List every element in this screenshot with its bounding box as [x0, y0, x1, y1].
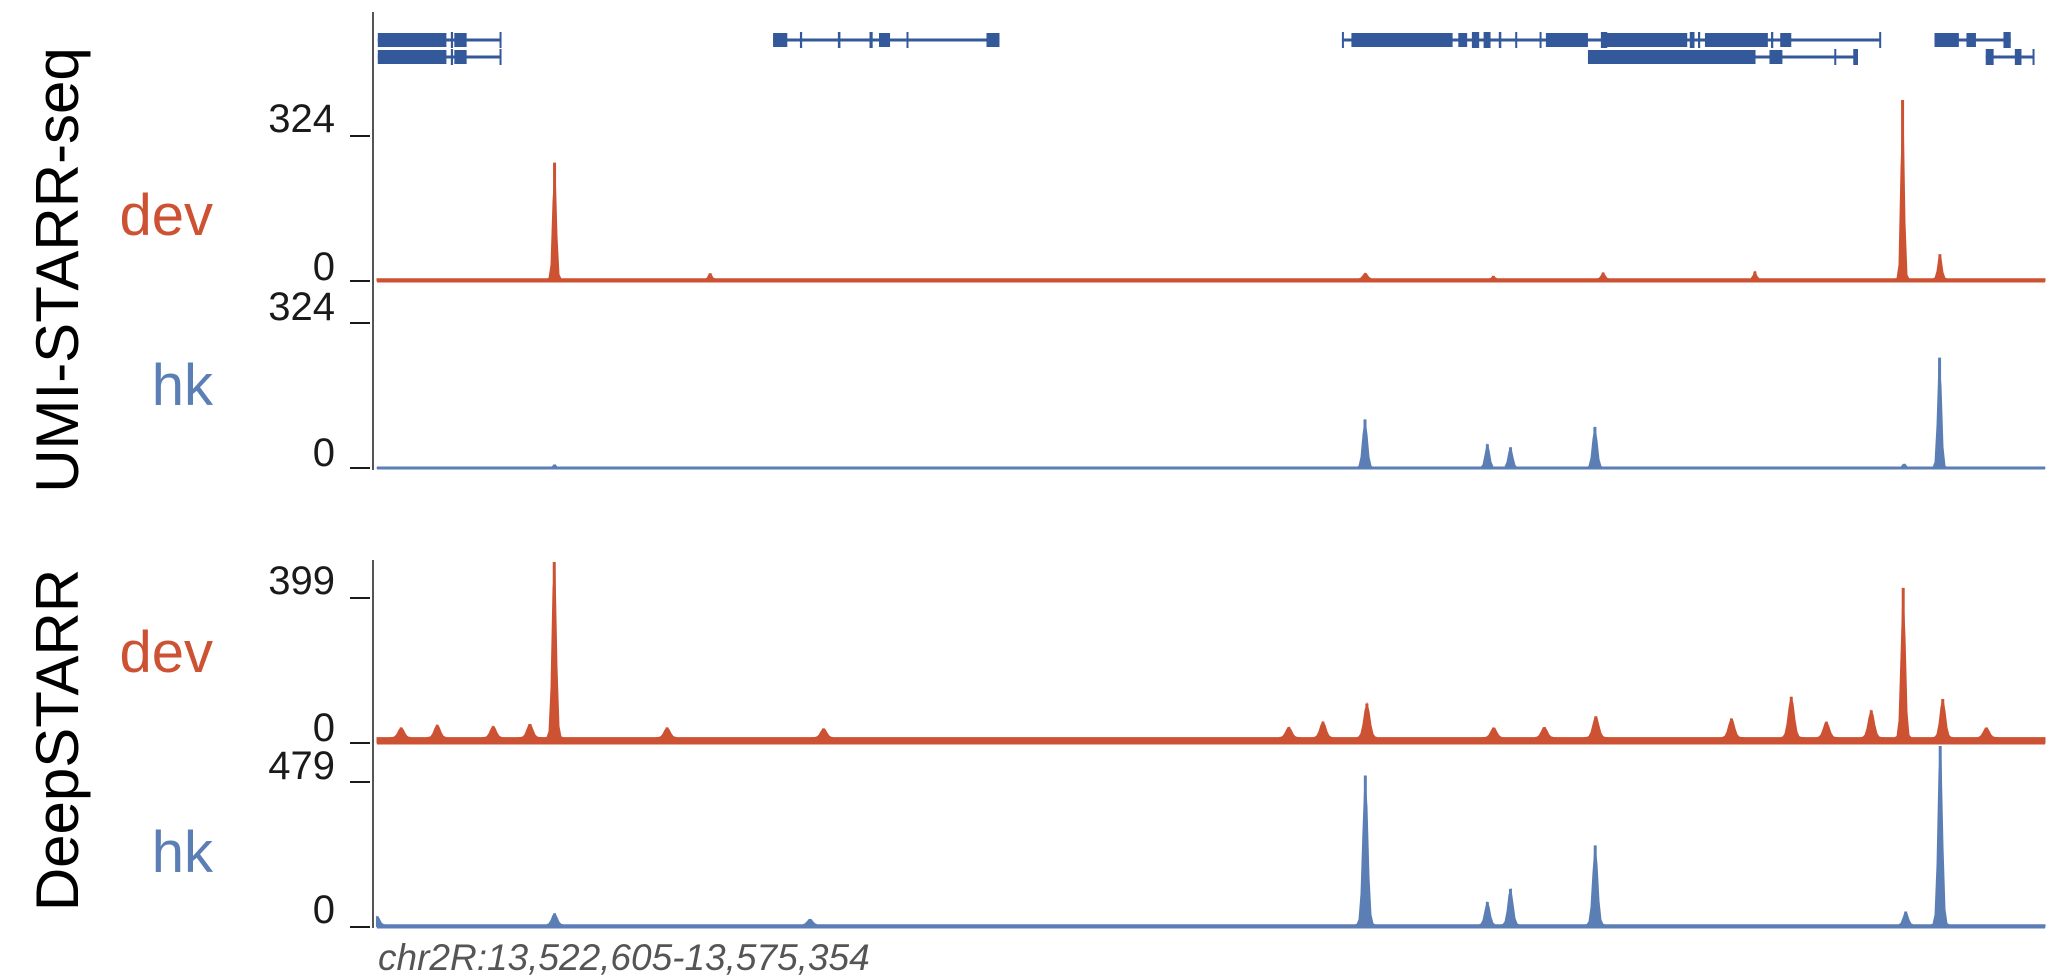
gene-exon-3-1 [1351, 33, 1453, 47]
gene-exon-1-1 [450, 49, 454, 65]
gene-model-0 [377, 32, 502, 48]
group-label-umi-starr-seq-text: UMI-STARR-seq [24, 47, 91, 493]
group-label-deepstarr: DeepSTARR [24, 569, 91, 911]
ymax-label-deepstarr-dev: 399 [268, 559, 335, 603]
group-label-deepstarr-text: DeepSTARR [24, 569, 91, 911]
gene-exon-1-2 [454, 50, 467, 64]
gene-exon-0-2 [454, 33, 467, 47]
gene-exon-5-2 [1697, 32, 1701, 48]
signal-area-3 [376, 755, 2046, 928]
signal-track-deepstarr-dev [376, 562, 2046, 745]
gene-model-1 [377, 49, 502, 65]
gene-exon-6-1 [1966, 33, 1976, 47]
group-label-umi-starr-seq: UMI-STARR-seq [24, 47, 91, 493]
gene-exon-4-2 [1834, 49, 1837, 65]
gene-exon-3-8 [1545, 33, 1588, 47]
gene-exon-4-3 [1853, 49, 1858, 65]
ymin-label-deepstarr-hk: 0 [313, 888, 335, 932]
gene-exon-0-3 [499, 32, 502, 48]
gene-exon-1-3 [499, 49, 502, 65]
signal-area-1 [376, 362, 2046, 469]
ymax-label-umi-hk: 324 [268, 285, 335, 329]
gene-exon-3-0 [1341, 32, 1344, 48]
gene-exon-3-2 [1458, 33, 1468, 47]
signal-area-0 [376, 104, 2046, 282]
gene-exon-5-6 [1879, 32, 1882, 48]
track-label-deepstarr-dev: dev [119, 620, 213, 685]
gene-exon-3-7 [1539, 32, 1542, 48]
gene-exon-2-0 [773, 33, 788, 47]
gene-exon-1-0 [377, 50, 447, 64]
gene-model-5 [1601, 32, 1882, 48]
gene-exon-5-4 [1771, 32, 1774, 48]
signal-track-deepstarr-hk [375, 746, 2046, 929]
gene-exon-0-0 [377, 33, 447, 47]
gene-exon-2-4 [878, 33, 891, 47]
gene-exon-6-2 [2003, 32, 2011, 48]
ymax-label-deepstarr-hk: 479 [268, 744, 335, 788]
gene-model-4 [1587, 49, 1858, 65]
gene-exon-0-1 [450, 32, 454, 48]
gene-exon-5-3 [1704, 33, 1768, 47]
gene-annotation-track [377, 32, 2035, 65]
gene-exon-3-4 [1483, 32, 1491, 48]
gene-exon-7-2 [2032, 49, 2035, 65]
ymin-label-umi-hk: 0 [313, 431, 335, 475]
signal-track-umi-hk [376, 357, 2046, 470]
gene-exon-3-5 [1498, 32, 1502, 48]
gene-exon-5-1 [1689, 32, 1695, 48]
gene-model-7 [1985, 49, 2035, 65]
gene-exon-2-2 [837, 32, 841, 48]
gene-model-3 [1341, 32, 1608, 48]
track-label-umi-hk: hk [152, 353, 214, 418]
gene-exon-6-0 [1934, 33, 1959, 47]
gene-exon-5-5 [1780, 33, 1792, 47]
track-label-umi-dev: dev [119, 183, 213, 248]
signal-area-2 [376, 569, 2046, 744]
gene-model-6 [1934, 32, 2011, 48]
gene-exon-2-3 [869, 32, 873, 48]
gene-exon-2-6 [986, 33, 1000, 47]
ymin-label-deepstarr-dev: 0 [313, 706, 335, 750]
gene-exon-3-3 [1471, 32, 1480, 48]
gene-exon-2-5 [906, 32, 909, 48]
gene-exon-3-6 [1515, 32, 1518, 48]
gene-exon-7-1 [2014, 49, 2022, 65]
gene-exon-7-0 [1985, 49, 1994, 65]
y-tick-marks [350, 135, 370, 928]
ymin-label-umi-dev: 0 [313, 245, 335, 289]
signal-track-umi-dev [376, 100, 2046, 283]
track-label-deepstarr-hk: hk [152, 820, 214, 885]
ymax-label-umi-dev: 324 [268, 97, 335, 141]
gene-model-2 [773, 32, 1000, 48]
genomic-region-label: chr2R:13,522,605-13,575,354 [378, 937, 870, 978]
gene-exon-2-1 [799, 32, 803, 48]
gene-exon-4-0 [1587, 50, 1756, 64]
gene-exon-5-0 [1601, 33, 1688, 47]
gene-exon-4-1 [1769, 50, 1783, 64]
